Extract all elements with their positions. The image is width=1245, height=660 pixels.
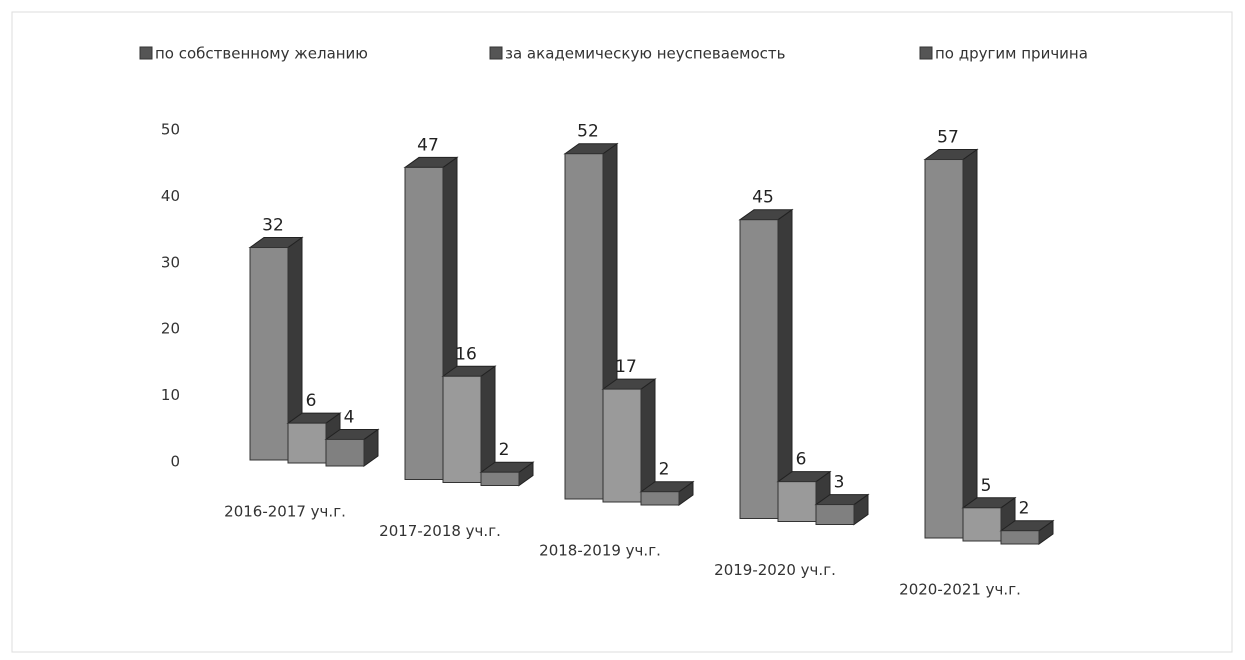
legend-swatch — [489, 46, 503, 60]
value-label: 17 — [615, 357, 637, 377]
legend-swatch — [919, 46, 933, 60]
legend-label: за академическую неуспеваемость — [505, 45, 786, 63]
value-label: 32 — [262, 216, 284, 236]
bar — [287, 422, 327, 464]
bar — [325, 438, 365, 467]
value-label: 2 — [659, 460, 670, 480]
bar — [777, 481, 817, 523]
y-tick-label: 10 — [161, 386, 180, 404]
value-label: 45 — [752, 188, 774, 208]
bar — [480, 471, 520, 487]
bar-side — [777, 208, 793, 520]
value-label: 6 — [306, 391, 317, 411]
y-tick-label: 50 — [161, 121, 180, 139]
x-tick-label: 2020-2021 уч.г. — [899, 581, 1021, 599]
legend-swatch — [139, 46, 153, 60]
value-label: 6 — [796, 450, 807, 470]
x-tick-label: 2019-2020 уч.г. — [714, 561, 836, 579]
bar — [739, 219, 779, 519]
bar-side — [962, 148, 978, 539]
legend-label: по собственному желанию — [155, 45, 368, 63]
bar — [249, 247, 289, 461]
value-label: 57 — [937, 128, 959, 148]
x-tick-label: 2017-2018 уч.г. — [379, 522, 501, 540]
x-tick-label: 2016-2017 уч.г. — [224, 503, 346, 521]
value-label: 52 — [577, 122, 599, 142]
y-tick-label: 0 — [170, 453, 180, 471]
bar — [1000, 530, 1040, 545]
y-tick-label: 40 — [161, 187, 180, 205]
value-label: 2 — [499, 440, 510, 460]
value-label: 47 — [417, 135, 439, 155]
value-label: 3 — [834, 473, 845, 493]
bar — [815, 504, 855, 525]
chart-frame — [11, 11, 1233, 653]
bar — [442, 375, 482, 484]
value-label: 4 — [344, 407, 355, 427]
bar — [602, 388, 642, 503]
bar — [404, 166, 444, 480]
y-tick-label: 30 — [161, 253, 180, 271]
bar — [962, 507, 1002, 542]
value-label: 16 — [455, 344, 477, 364]
value-label: 5 — [981, 476, 992, 496]
x-tick-label: 2018-2019 уч.г. — [539, 542, 661, 560]
bar — [640, 491, 680, 506]
value-label: 2 — [1019, 499, 1030, 519]
legend-label: по другим причина — [935, 45, 1088, 63]
bar — [924, 159, 964, 539]
bar — [564, 153, 604, 500]
y-tick-label: 20 — [161, 320, 180, 338]
